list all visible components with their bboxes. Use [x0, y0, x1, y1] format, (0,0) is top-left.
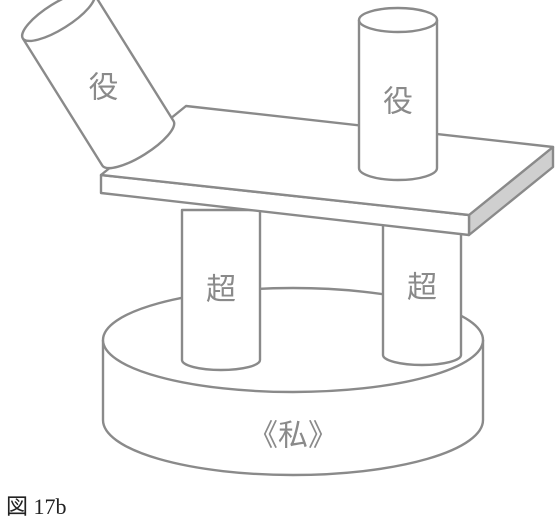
left-pillar-label: 超 — [206, 274, 236, 307]
right-pillar-label: 超 — [407, 272, 437, 305]
left-pillar: 超 — [180, 208, 262, 372]
upright-cylinder: 役 — [357, 6, 439, 182]
tilted-cylinder: 役 — [20, 0, 176, 170]
base-label: 《私》 — [248, 420, 338, 453]
upright-cylinder-label: 役 — [383, 86, 413, 119]
figure-caption: 図 17b — [6, 494, 67, 519]
right-pillar: 超 — [381, 218, 463, 367]
tilted-cylinder-label: 役 — [88, 72, 118, 105]
